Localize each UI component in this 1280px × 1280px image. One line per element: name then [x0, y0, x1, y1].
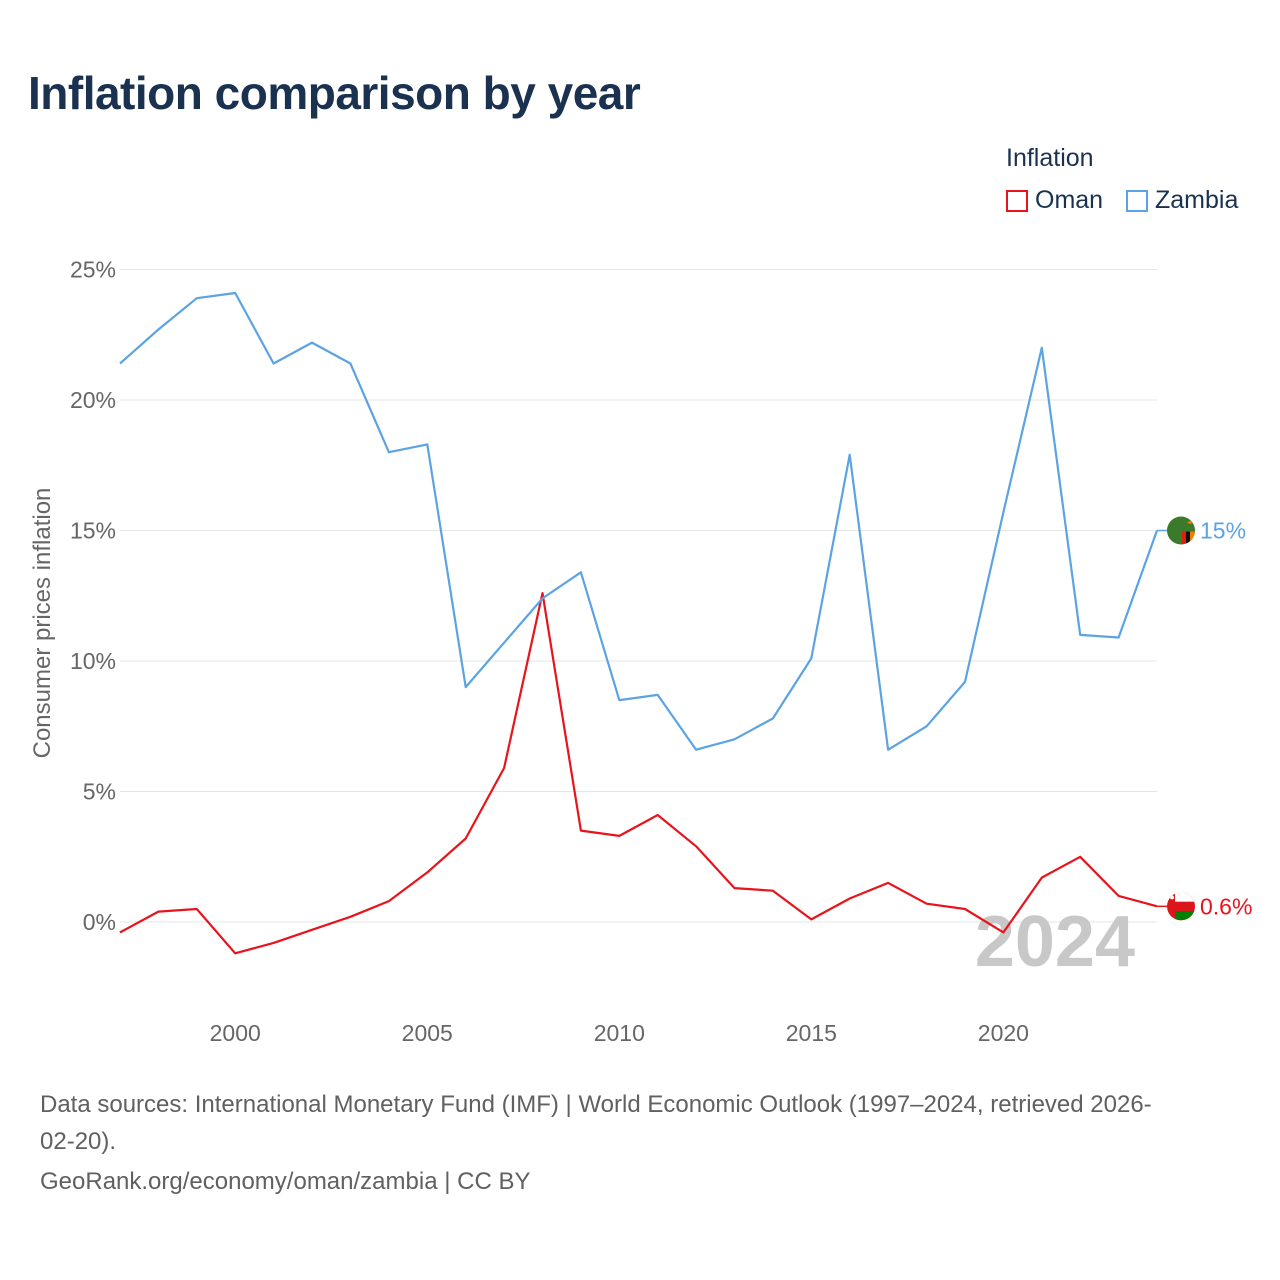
oman-flag-icon	[1167, 892, 1195, 921]
legend-label-zambia: Zambia	[1155, 186, 1239, 214]
series-line-oman	[119, 591, 1158, 955]
year-watermark: 2024	[975, 902, 1135, 982]
x-tick-label-2000: 2000	[210, 1020, 261, 1046]
legend-item-zambia[interactable]: Zambia	[1126, 186, 1238, 215]
legend-swatch-zambia	[1126, 189, 1148, 212]
chart-title: Inflation comparison by year	[28, 67, 641, 119]
zambia-flag-icon	[1167, 516, 1195, 545]
x-tick-label-2020: 2020	[978, 1020, 1029, 1046]
legend-title: Inflation	[1006, 144, 1094, 172]
y-tick-label-5: 5%	[83, 779, 116, 805]
x-tick-label-2015: 2015	[786, 1020, 837, 1046]
end-label-oman: 0.6%	[1200, 893, 1252, 919]
legend-label-oman: Oman	[1035, 186, 1104, 214]
series-line-zambia	[119, 291, 1159, 751]
end-label-zambia: 15%	[1200, 518, 1246, 544]
y-tick-label-15: 15%	[70, 518, 116, 544]
legend-swatch-oman	[1006, 189, 1028, 212]
x-tick-label-2010: 2010	[594, 1020, 645, 1046]
y-tick-label-25: 25%	[70, 257, 116, 283]
y-axis-label: Consumer prices inflation	[29, 488, 56, 759]
y-tick-label-0: 0%	[83, 909, 116, 935]
legend-item-oman[interactable]: Oman	[1006, 186, 1103, 215]
y-tick-label-10: 10%	[70, 648, 116, 674]
footer-sources-cont: 02-20).	[40, 1128, 117, 1155]
x-tick-label-2005: 2005	[402, 1020, 453, 1046]
y-tick-label-20: 20%	[70, 387, 116, 413]
footer-credit[interactable]: GeoRank.org/economy/oman/zambia | CC BY	[40, 1168, 531, 1195]
footer-sources: Data sources: International Monetary Fun…	[40, 1091, 1152, 1118]
